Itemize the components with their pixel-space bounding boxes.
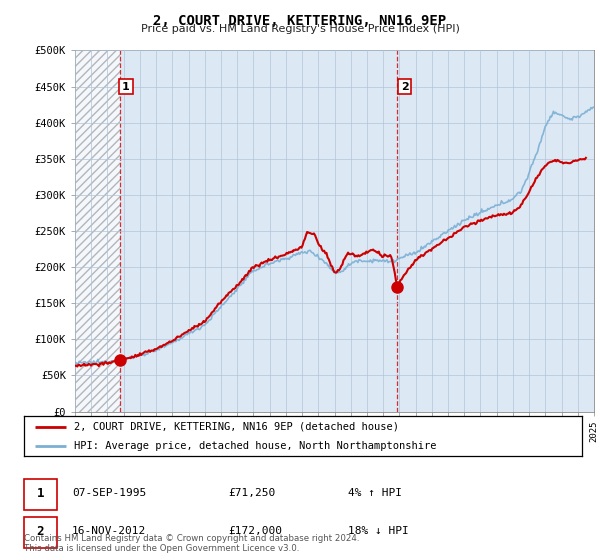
Text: Price paid vs. HM Land Registry's House Price Index (HPI): Price paid vs. HM Land Registry's House … <box>140 24 460 34</box>
Text: 2, COURT DRIVE, KETTERING, NN16 9EP: 2, COURT DRIVE, KETTERING, NN16 9EP <box>154 14 446 28</box>
Text: 16-NOV-2012: 16-NOV-2012 <box>72 526 146 536</box>
Text: £172,000: £172,000 <box>228 526 282 536</box>
Text: HPI: Average price, detached house, North Northamptonshire: HPI: Average price, detached house, Nort… <box>74 441 437 451</box>
Text: 4% ↑ HPI: 4% ↑ HPI <box>348 488 402 498</box>
Text: 18% ↓ HPI: 18% ↓ HPI <box>348 526 409 536</box>
Text: 1: 1 <box>37 487 44 500</box>
Text: 2: 2 <box>401 82 409 91</box>
Text: 07-SEP-1995: 07-SEP-1995 <box>72 488 146 498</box>
Text: Contains HM Land Registry data © Crown copyright and database right 2024.
This d: Contains HM Land Registry data © Crown c… <box>24 534 359 553</box>
Text: £71,250: £71,250 <box>228 488 275 498</box>
Text: 1: 1 <box>122 82 130 91</box>
Text: 2: 2 <box>37 525 44 538</box>
Text: 2, COURT DRIVE, KETTERING, NN16 9EP (detached house): 2, COURT DRIVE, KETTERING, NN16 9EP (det… <box>74 422 399 432</box>
